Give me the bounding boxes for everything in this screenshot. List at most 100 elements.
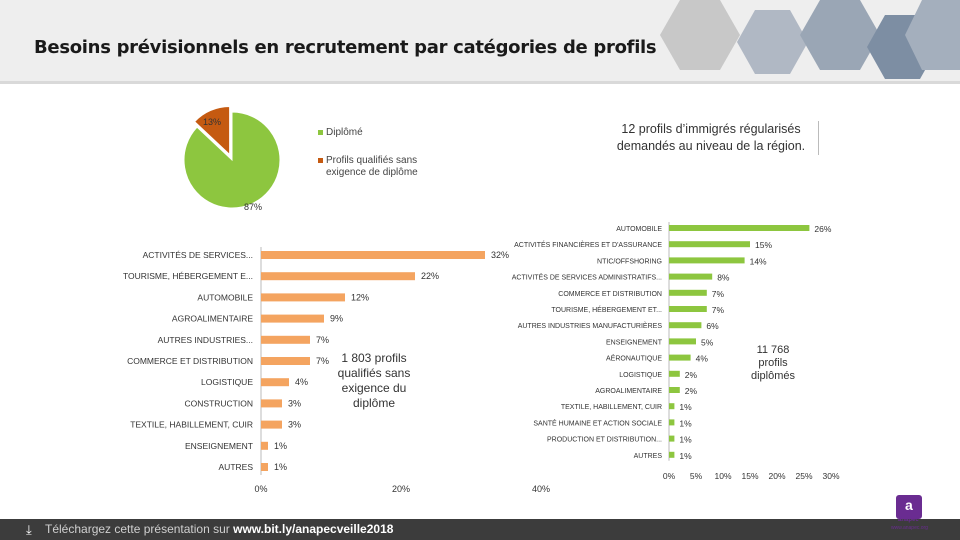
left-xtick-label: 20% <box>392 484 410 494</box>
right-value-label: 2% <box>685 386 698 396</box>
legend-label: Diplômé <box>326 127 363 138</box>
right-category-label: PRODUCTION ET DISTRIBUTION... <box>547 437 662 444</box>
right-bar <box>669 289 707 296</box>
right-category-label: ACTIVITÉS FINANCIÈRES ET D'ASSURANCE <box>514 240 662 249</box>
right-bar <box>669 387 680 393</box>
left-bar <box>261 251 485 259</box>
right-value-label: 5% <box>701 337 714 347</box>
right-xtick-label: 25% <box>795 471 812 481</box>
right-bar <box>669 435 675 442</box>
right-value-label: 7% <box>712 289 725 299</box>
left-bar <box>261 293 345 302</box>
left-bar <box>261 420 282 429</box>
left-category-label: LOGISTIQUE <box>201 377 253 387</box>
right-value-label: 6% <box>706 321 719 331</box>
right-bar <box>669 322 702 329</box>
left-category-label: CONSTRUCTION <box>185 398 253 408</box>
page-title: Besoins prévisionnels en recrutement par… <box>34 37 657 58</box>
left-value-label: 1% <box>274 462 287 472</box>
left-category-label: ACTIVITÉS DE SERVICES... <box>143 250 253 260</box>
right-category-label: NTIC/OFFSHORING <box>597 258 662 265</box>
right-category-label: ENSEIGNEMENT <box>606 339 663 346</box>
callout-diplomes: 11 768 profils diplômés <box>750 344 796 382</box>
left-category-label: TEXTILE, HABILLEMENT, CUIR <box>130 420 253 430</box>
left-category-label: AUTRES <box>219 462 254 472</box>
header-photo-collage <box>660 0 960 79</box>
left-value-label: 12% <box>351 292 369 302</box>
right-category-label: AUTOMOBILE <box>616 226 662 233</box>
right-value-label: 2% <box>685 370 698 380</box>
footer-bar: ⤓ Téléchargez cette présentation sur www… <box>0 519 960 540</box>
footer-prefix: Téléchargez cette présentation sur <box>45 522 230 536</box>
right-value-label: 7% <box>712 305 725 315</box>
left-value-label: 9% <box>330 314 343 324</box>
left-value-label: 7% <box>316 356 329 366</box>
right-category-label: COMMERCE ET DISTRIBUTION <box>558 291 662 298</box>
download-icon[interactable]: ⤓ <box>26 522 32 537</box>
right-xtick-label: 0% <box>663 471 676 481</box>
callout-qualifies: 1 803 profils qualifiés sans exigence du… <box>337 351 411 410</box>
header-banner: Besoins prévisionnels en recrutement par… <box>0 0 960 84</box>
callout-immigres: 12 profils d’immigrés régularisés demand… <box>604 121 819 155</box>
right-bar <box>669 273 713 280</box>
right-category-label: TOURISME, HÉBERGEMENT ET... <box>551 305 662 314</box>
right-xtick-label: 10% <box>714 471 731 481</box>
header-rule <box>0 81 960 84</box>
right-category-label: LOGISTIQUE <box>619 372 662 379</box>
logo-letter: a <box>905 497 913 513</box>
legend-item-qualifies: Profils qualifiés sans exigence de diplô… <box>318 155 418 179</box>
left-value-label: 7% <box>316 335 329 345</box>
legend-swatch-green <box>318 130 323 135</box>
left-value-label: 32% <box>491 250 509 260</box>
legend-label: Profils qualifiés sans exigence de diplô… <box>326 155 418 178</box>
right-bar <box>669 419 675 426</box>
left-category-label: TOURISME, HÉBERGEMENT E... <box>123 271 253 281</box>
left-category-label: AGROALIMENTAIRE <box>172 314 253 324</box>
left-value-label: 1% <box>274 441 287 451</box>
right-bar <box>669 451 675 458</box>
right-value-label: 1% <box>679 435 692 445</box>
right-category-label: AUTRES INDUSTRIES MANUFACTURIÈRES <box>518 321 663 330</box>
right-category-label: AGROALIMENTAIRE <box>595 388 662 395</box>
right-value-label: 26% <box>814 224 831 234</box>
right-xtick-label: 5% <box>690 471 703 481</box>
left-bar <box>261 378 289 387</box>
left-bar <box>261 463 268 471</box>
right-bar <box>669 257 745 264</box>
right-value-label: 8% <box>717 273 730 283</box>
left-category-label: AUTRES INDUSTRIES... <box>158 335 253 345</box>
left-category-label: AUTOMOBILE <box>197 292 253 302</box>
anapec-logo: a anapec www.anapec.org <box>888 495 932 535</box>
left-bar <box>261 357 310 365</box>
left-value-label: 3% <box>288 420 301 430</box>
legend-item-diplome: Diplômé <box>318 127 418 139</box>
left-value-label: 22% <box>421 271 439 281</box>
right-bar <box>669 306 707 312</box>
left-value-label: 3% <box>288 398 301 408</box>
left-bar <box>261 272 415 281</box>
right-xtick-label: 20% <box>768 471 785 481</box>
footer-text: Téléchargez cette présentation sur www.b… <box>45 522 393 536</box>
right-category-label: SANTÉ HUMAINE ET ACTION SOCIALE <box>533 418 662 427</box>
right-xtick-label: 30% <box>822 471 839 481</box>
right-bar <box>669 241 750 248</box>
right-bar <box>669 370 680 377</box>
right-value-label: 1% <box>679 451 692 461</box>
legend-swatch-orange <box>318 158 323 163</box>
footer-link[interactable]: www.bit.ly/anapecveille2018 <box>233 522 394 536</box>
right-bar <box>669 338 696 345</box>
right-value-label: 15% <box>755 240 772 250</box>
right-category-label: TEXTILE, HABILLEMENT, CUIR <box>561 404 662 411</box>
right-xtick-label: 15% <box>741 471 758 481</box>
left-bar <box>261 335 310 344</box>
left-xtick-label: 40% <box>532 484 550 494</box>
right-bar <box>669 225 810 231</box>
pie-legend: Diplômé Profils qualifiés sans exigence … <box>318 127 418 195</box>
left-value-label: 4% <box>295 377 308 387</box>
right-bar <box>669 354 691 361</box>
right-value-label: 4% <box>696 354 709 364</box>
left-bar <box>261 399 282 408</box>
right-value-label: 14% <box>750 256 767 266</box>
